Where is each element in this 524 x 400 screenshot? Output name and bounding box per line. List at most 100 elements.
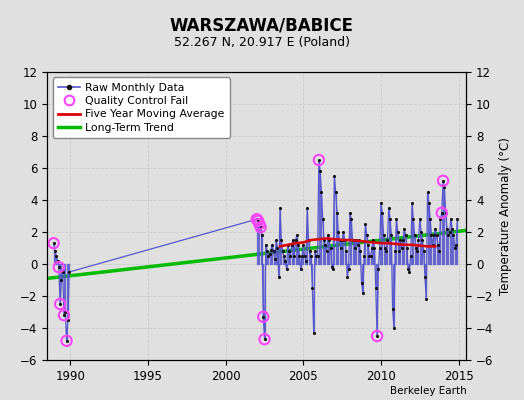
Point: [254, 218, 262, 224]
Point: [444, 232, 452, 238]
Point: [394, 229, 402, 235]
Point: [320, 237, 328, 243]
Point: [57, 277, 66, 283]
Point: [438, 210, 446, 216]
Point: [253, 216, 261, 222]
Point: [300, 253, 309, 259]
Point: [60, 312, 68, 318]
Point: [275, 274, 283, 280]
Point: [412, 245, 420, 251]
Point: [400, 226, 408, 232]
Point: [421, 274, 429, 280]
Point: [299, 242, 308, 248]
Point: [396, 237, 405, 243]
Point: [451, 245, 459, 251]
Point: [317, 189, 325, 195]
Point: [405, 269, 413, 275]
Point: [445, 229, 454, 235]
Point: [281, 258, 289, 264]
Point: [452, 242, 460, 248]
Point: [304, 237, 313, 243]
Point: [427, 232, 435, 238]
Point: [337, 245, 345, 251]
Point: [54, 264, 63, 270]
Point: [439, 178, 447, 184]
Point: [302, 258, 310, 264]
Point: [295, 253, 303, 259]
Point: [343, 274, 352, 280]
Point: [402, 245, 411, 251]
Point: [276, 205, 284, 211]
Point: [344, 266, 353, 272]
Point: [338, 237, 346, 243]
Point: [52, 253, 60, 259]
Point: [408, 200, 416, 206]
Point: [373, 333, 381, 339]
Point: [440, 184, 449, 190]
Point: [272, 237, 280, 243]
Point: [260, 336, 269, 342]
Point: [370, 245, 379, 251]
Point: [383, 237, 391, 243]
Point: [416, 216, 424, 222]
Point: [377, 200, 385, 206]
Point: [307, 253, 315, 259]
Point: [285, 248, 293, 254]
Point: [380, 245, 389, 251]
Point: [334, 229, 343, 235]
Point: [449, 232, 457, 238]
Point: [283, 242, 292, 248]
Point: [391, 248, 399, 254]
Point: [409, 216, 418, 222]
Point: [255, 221, 264, 227]
Point: [63, 317, 72, 323]
Point: [322, 248, 331, 254]
Point: [382, 248, 390, 254]
Point: [385, 205, 393, 211]
Point: [446, 216, 455, 222]
Point: [341, 237, 349, 243]
Point: [321, 242, 330, 248]
Point: [378, 210, 386, 216]
Point: [350, 237, 358, 243]
Point: [429, 242, 437, 248]
Point: [311, 248, 319, 254]
Point: [426, 216, 434, 222]
Point: [365, 253, 374, 259]
Point: [56, 301, 64, 307]
Point: [388, 306, 397, 312]
Point: [453, 216, 462, 222]
Point: [424, 200, 433, 206]
Point: [253, 216, 261, 222]
Point: [438, 210, 446, 216]
Point: [431, 226, 440, 232]
Point: [326, 245, 335, 251]
Point: [49, 240, 58, 246]
Point: [267, 246, 275, 253]
Point: [443, 226, 451, 232]
Point: [413, 248, 421, 254]
Point: [60, 312, 68, 318]
Point: [325, 237, 333, 243]
Point: [420, 248, 428, 254]
Text: 52.267 N, 20.917 E (Poland): 52.267 N, 20.917 E (Poland): [174, 36, 350, 49]
Point: [268, 242, 277, 248]
Point: [422, 296, 430, 302]
Point: [372, 285, 380, 291]
Point: [288, 242, 296, 248]
Point: [366, 253, 375, 259]
Point: [290, 253, 299, 259]
Point: [387, 232, 396, 238]
Point: [260, 336, 269, 342]
Point: [65, 269, 73, 275]
Point: [62, 338, 71, 344]
Point: [374, 266, 383, 272]
Point: [423, 189, 432, 195]
Point: [332, 189, 340, 195]
Point: [294, 242, 302, 248]
Point: [273, 245, 281, 251]
Point: [392, 216, 401, 222]
Point: [401, 232, 410, 238]
Point: [379, 232, 388, 238]
Point: [256, 224, 265, 230]
